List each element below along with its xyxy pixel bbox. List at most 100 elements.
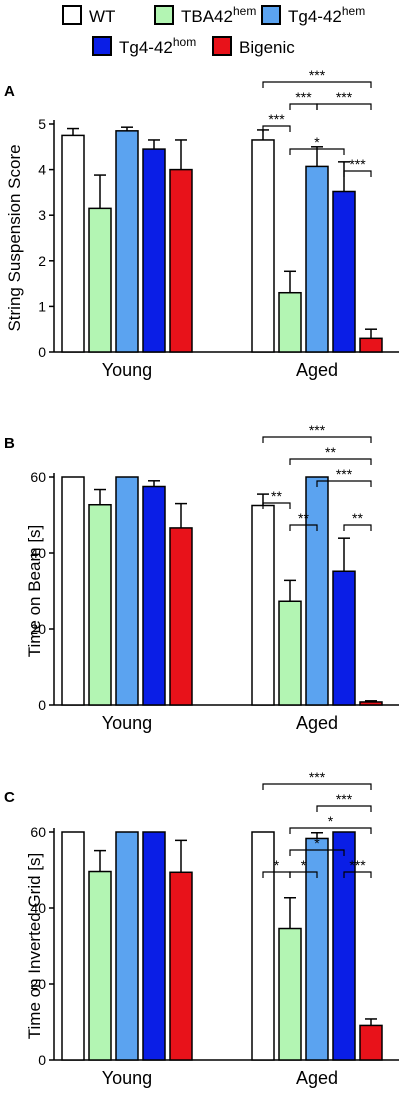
bar-aged-2 <box>305 837 329 1061</box>
significance-label: *** <box>309 769 326 785</box>
bar-aged-2 <box>305 476 329 706</box>
legend-label-base: WT <box>89 7 115 26</box>
x-category-label: Aged <box>296 360 338 380</box>
bar-aged-4 <box>359 701 383 706</box>
legend-label-base: TBA42 <box>181 7 233 26</box>
significance-bracket <box>316 480 372 487</box>
legend-swatch-3 <box>92 36 112 56</box>
legend-label-3: Tg4-42hom <box>119 35 196 57</box>
significance-bracket <box>316 103 372 110</box>
bar-aged-1 <box>278 927 302 1061</box>
y-axis-label: String Suspension Score <box>5 144 24 331</box>
panel-label: B <box>4 435 15 452</box>
y-axis-label: Time on Beam [s] <box>25 525 44 658</box>
legend-label-sup: hem <box>233 4 256 18</box>
x-category-label: Aged <box>296 1068 338 1088</box>
bar-young-3 <box>142 485 166 706</box>
y-tick-label: 3 <box>38 207 46 223</box>
bar-young-2 <box>115 476 139 706</box>
significance-label: ** <box>298 510 309 526</box>
significance-label: *** <box>336 89 353 105</box>
significance-bracket <box>343 524 372 531</box>
significance-bracket <box>262 783 372 790</box>
bar-aged-0 <box>251 831 275 1061</box>
y-tick-label: 1 <box>38 298 46 314</box>
legend-label-base: Tg4-42 <box>119 38 173 57</box>
x-category-label: Young <box>102 360 152 380</box>
bar-young-0 <box>61 831 85 1061</box>
significance-label: *** <box>336 466 353 482</box>
significance-label: ** <box>271 488 282 504</box>
significance-bracket <box>262 81 372 88</box>
bar-aged-1 <box>278 600 302 706</box>
significance-label: * <box>314 835 320 851</box>
y-axis-label: Time on Inverted Grid [s] <box>25 853 44 1039</box>
significance-label: *** <box>336 791 353 807</box>
significance-label: * <box>274 857 280 873</box>
significance-bracket <box>262 436 372 443</box>
y-tick-label: 0 <box>38 697 46 713</box>
x-category-label: Young <box>102 1068 152 1088</box>
legend-label-sup: hem <box>342 4 365 18</box>
x-category-label: Young <box>102 713 152 733</box>
significance-bracket <box>289 148 345 155</box>
legend-swatch-0 <box>62 5 82 25</box>
significance-label: *** <box>309 422 326 438</box>
bar-aged-3 <box>332 190 356 353</box>
bar-young-2 <box>115 130 139 353</box>
significance-label: *** <box>349 857 366 873</box>
legend-label-2: Tg4-42hem <box>288 4 365 26</box>
y-tick-label: 20 <box>30 976 46 992</box>
significance-label: ** <box>352 510 363 526</box>
bar-aged-3 <box>332 831 356 1061</box>
significance-bracket <box>289 871 318 878</box>
legend-label-base: Bigenic <box>239 38 295 57</box>
y-tick-label: 0 <box>38 1052 46 1068</box>
bar-aged-3 <box>332 570 356 706</box>
y-tick-label: 5 <box>38 116 46 132</box>
legend-swatch-4 <box>212 36 232 56</box>
significance-bracket <box>289 524 318 531</box>
bar-young-0 <box>61 134 85 353</box>
significance-label: *** <box>309 67 326 83</box>
y-tick-label: 60 <box>30 469 46 485</box>
significance-label: *** <box>349 156 366 172</box>
significance-bracket <box>289 849 345 856</box>
significance-bracket <box>262 125 291 132</box>
significance-bracket <box>289 458 372 465</box>
y-tick-label: 2 <box>38 253 46 269</box>
bar-young-0 <box>61 476 85 706</box>
bar-young-1 <box>88 870 112 1061</box>
panel-label: C <box>4 789 15 806</box>
bar-young-1 <box>88 503 112 706</box>
y-tick-label: 0 <box>38 344 46 360</box>
legend-label-base: Tg4-42 <box>288 7 342 26</box>
y-tick-label: 20 <box>30 621 46 637</box>
bar-aged-2 <box>305 165 329 353</box>
y-tick-label: 40 <box>30 545 46 561</box>
bar-young-4 <box>169 168 193 353</box>
bar-young-3 <box>142 148 166 353</box>
significance-bracket <box>343 170 372 177</box>
panel-A: A String Suspension Score 0 1 2 3 4 5 Young Aged *… <box>4 67 399 380</box>
x-category-label: Aged <box>296 713 338 733</box>
panel-label: A <box>4 83 15 100</box>
significance-bracket <box>316 805 372 812</box>
significance-label: * <box>314 134 320 150</box>
bar-aged-1 <box>278 291 302 353</box>
legend-swatch-2 <box>261 5 281 25</box>
significance-label: * <box>328 813 334 829</box>
legend-label-1: TBA42hem <box>181 4 256 26</box>
bar-aged-4 <box>359 1024 383 1061</box>
significance-bracket <box>343 871 372 878</box>
bar-aged-0 <box>251 504 275 706</box>
bar-aged-0 <box>251 139 275 353</box>
y-tick-label: 40 <box>30 900 46 916</box>
significance-label: *** <box>268 111 285 127</box>
y-tick-label: 4 <box>38 162 46 178</box>
significance-label: * <box>301 857 307 873</box>
significance-label: ** <box>325 444 336 460</box>
